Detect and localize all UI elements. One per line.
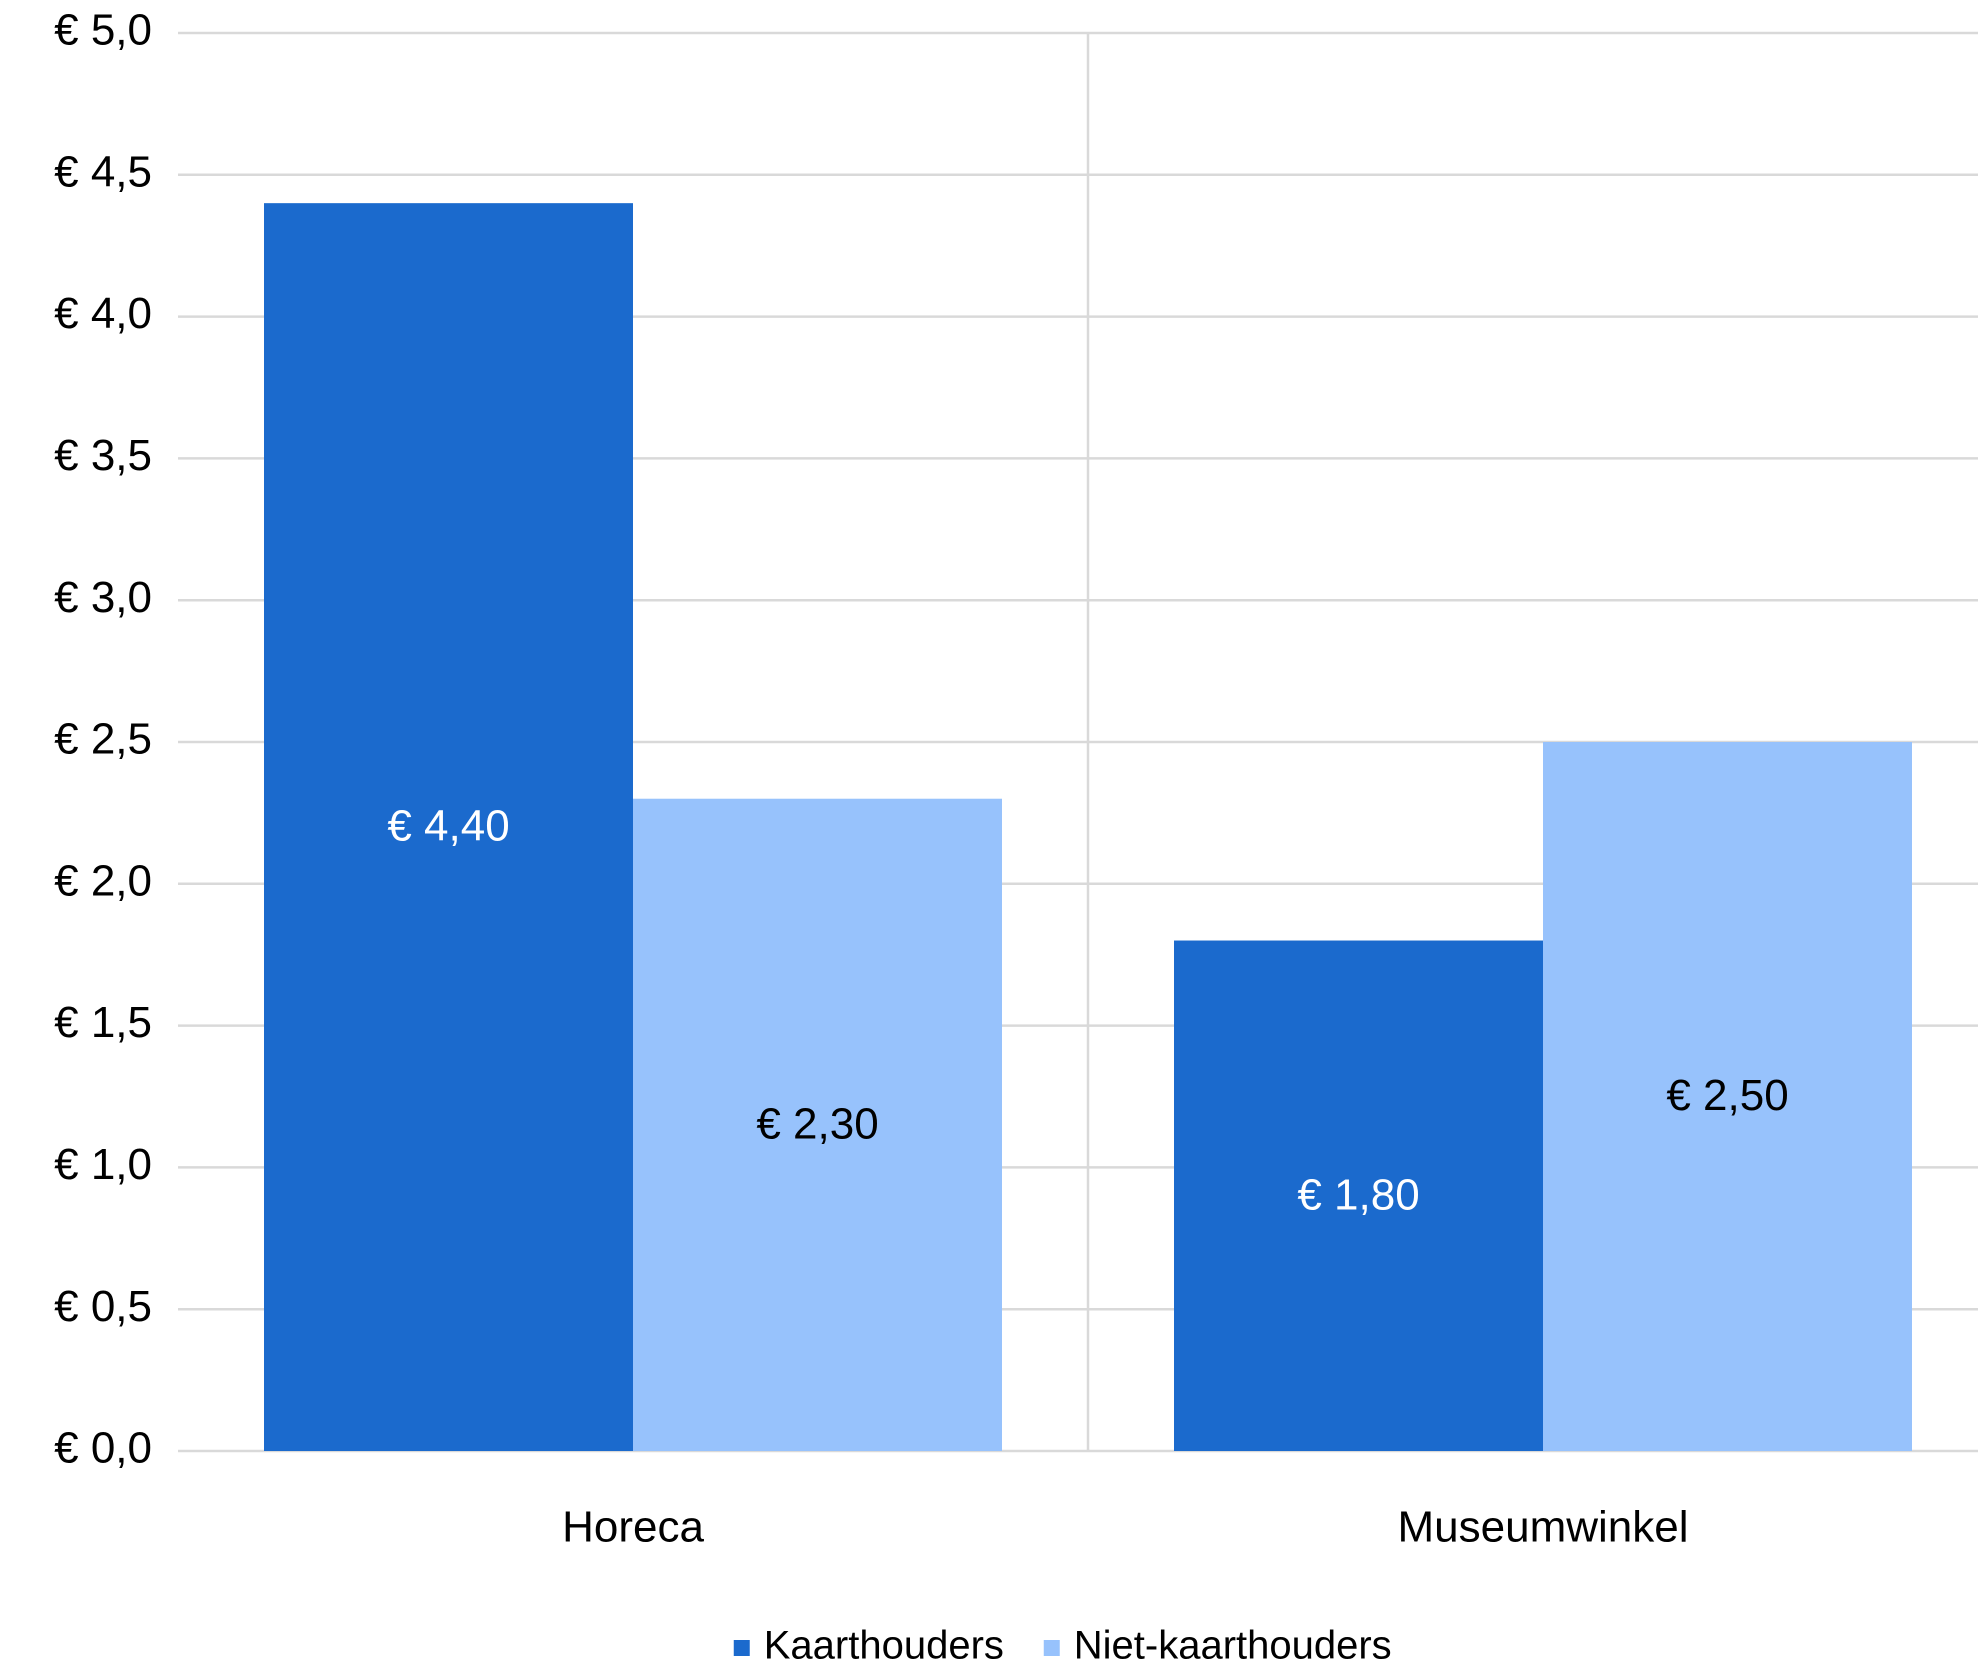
bars xyxy=(264,203,1912,1451)
y-axis-ticks: € 0,0 € 0,5 € 1,0 € 1,5 € 2,0 € 2,5 € 3,0 € 3,5… xyxy=(54,6,152,1473)
bar-niet-kaarthouders-horeca xyxy=(633,798,1002,1451)
data-label: € 4,40 xyxy=(387,802,509,851)
legend-label: Kaarthouders xyxy=(764,1624,1004,1665)
y-tick-label: € 3,5 xyxy=(54,431,152,480)
bar-kaarthouders-museumwinkel xyxy=(1174,940,1543,1451)
legend: Kaarthouders Niet-kaarthouders xyxy=(733,1624,1392,1665)
y-tick-label: € 4,5 xyxy=(54,147,152,196)
y-tick-label: € 3,0 xyxy=(54,573,152,622)
bar-kaarthouders-horeca xyxy=(264,203,633,1451)
x-axis-categories: Horeca Museumwinkel xyxy=(562,1503,1688,1552)
legend-swatch-kaarthouders xyxy=(733,1640,750,1656)
y-tick-label: € 4,0 xyxy=(54,289,152,338)
x-category-label: Museumwinkel xyxy=(1398,1503,1689,1552)
x-category-label: Horeca xyxy=(562,1503,704,1552)
legend-label: Niet-kaarthouders xyxy=(1074,1624,1392,1665)
y-tick-label: € 2,5 xyxy=(54,715,152,764)
bar-niet-kaarthouders-museumwinkel xyxy=(1543,742,1912,1451)
data-label: € 1,80 xyxy=(1297,1170,1419,1219)
data-label: € 2,50 xyxy=(1666,1071,1788,1120)
y-tick-label: € 5,0 xyxy=(54,6,152,55)
legend-swatch-niet-kaarthouders xyxy=(1043,1640,1060,1656)
y-tick-label: € 2,0 xyxy=(54,856,152,905)
y-tick-label: € 1,0 xyxy=(54,1140,152,1189)
y-tick-label: € 0,0 xyxy=(54,1424,152,1473)
data-label: € 2,30 xyxy=(756,1099,878,1148)
data-labels: € 4,40 € 2,30 € 1,80 € 2,50 xyxy=(387,802,1788,1220)
y-tick-label: € 0,5 xyxy=(54,1282,152,1331)
y-tick-label: € 1,5 xyxy=(54,998,152,1047)
